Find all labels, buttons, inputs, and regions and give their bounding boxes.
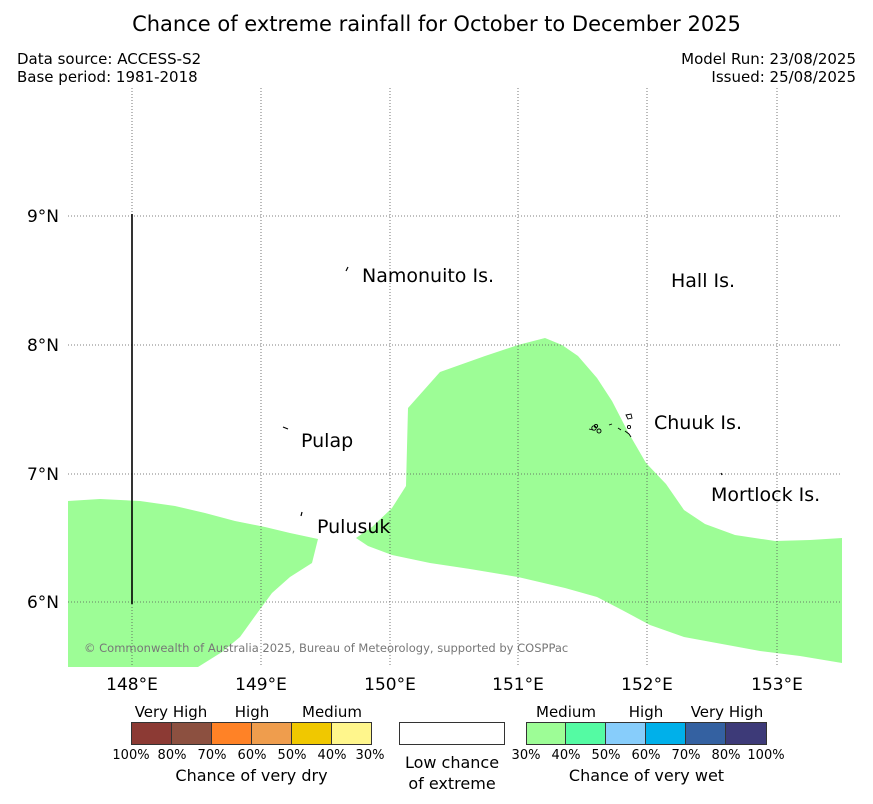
legend-wet-pct-50: 50% [591,748,621,763]
legend-dry-frame [131,722,372,745]
island-chuuk [588,413,633,438]
legend-dry-swatch-4 [252,722,292,744]
legend-wet-pct-60: 60% [631,748,661,763]
legend-wet-caption: Chance of very wet [568,766,725,785]
data-source-info: Data source: ACCESS-S2 Base period: 1981… [17,50,201,86]
island-mortlock [720,472,723,476]
legend-wet-pct-80: 80% [711,748,741,763]
base-period: Base period: 1981-2018 [17,68,198,86]
lat-tick-6: 6°N [27,593,59,613]
island-pulap [282,426,289,430]
issued-date: Issued: 25/08/2025 [711,68,856,86]
label-namonuito: Namonuito Is. [362,265,494,287]
legend-dry-pct-30: 30% [355,748,385,763]
legend-dry-pct-40: 40% [317,748,347,763]
lon-tick-152: 152°E [621,675,673,695]
legend-dry-pct-60: 60% [237,748,267,763]
model-run-info: Model Run: 23/08/2025 Issued: 25/08/2025 [681,50,856,86]
wet-zone-west [68,499,318,667]
graticule [68,88,842,667]
legend-wet-swatch-4 [646,722,686,744]
legend-dry-swatch-5 [292,722,332,744]
legend-wet-high: High [628,703,664,721]
legend-dry-pct-100: 100% [112,748,150,763]
legend-dry-pct-80: 80% [157,748,187,763]
island-namonuito [345,266,349,272]
legend-dry-pct-50: 50% [277,748,307,763]
copyright-notice: © Commonwealth of Australia 2025, Bureau… [84,641,568,655]
legend-wet-very-high: Very High [690,703,764,721]
legend-wet-pct-70: 70% [671,748,701,763]
legend-dry-medium: Medium [302,703,362,721]
lon-tick-150: 150°E [364,675,416,695]
label-pulap: Pulap [301,430,353,452]
label-mortlock: Mortlock Is. [711,484,820,506]
model-run: Model Run: 23/08/2025 [681,50,856,68]
legend-dry-swatch-2 [172,722,212,744]
lat-tick-9: 9°N [27,207,59,227]
legend-dry-very-high: Very High [134,703,208,721]
legend-wet-swatch-1 [526,722,566,744]
data-source: Data source: ACCESS-S2 [17,50,202,68]
map-title: Chance of extreme rainfall for October t… [132,12,741,36]
lon-tick-153: 153°E [751,675,803,695]
legend-wet-medium: Medium [536,703,596,721]
legend-wet-swatch-3 [606,722,646,744]
legend-dry-high: High [234,703,270,721]
legend-wet-frame [526,722,767,745]
legend-dry-swatch-1 [131,722,172,744]
legend-wet-pct-30: 30% [511,748,541,763]
legend-neutral-caption: Low chance of extreme [395,752,509,794]
legend-wet-swatch-2 [566,722,606,744]
lon-tick-148: 148°E [106,675,158,695]
legend-dry-caption: Chance of very dry [175,766,328,785]
label-chuuk: Chuuk Is. [654,412,742,434]
island-shapes [282,266,723,517]
legend-wet-pct-100: 100% [747,748,785,763]
wet-zone-east [356,338,842,663]
label-pulusuk: Pulusuk [317,516,390,538]
legend-wet-swatch-5 [686,722,726,744]
island-pulusuk [300,511,303,517]
legend-neutral-caption-line1: Low chance [404,753,500,772]
legend-wet-pct-40: 40% [551,748,581,763]
lon-tick-149: 149°E [235,675,287,695]
legend-dry-pct-70: 70% [197,748,227,763]
legend-dry-swatch-3 [212,722,252,744]
legend-neutral-swatch [399,722,505,745]
lat-tick-7: 7°N [27,465,59,485]
legend-neutral-caption-line2: of extreme [408,774,496,793]
lat-tick-8: 8°N [27,336,59,356]
label-hall: Hall Is. [671,270,735,292]
lon-tick-151: 151°E [492,675,544,695]
